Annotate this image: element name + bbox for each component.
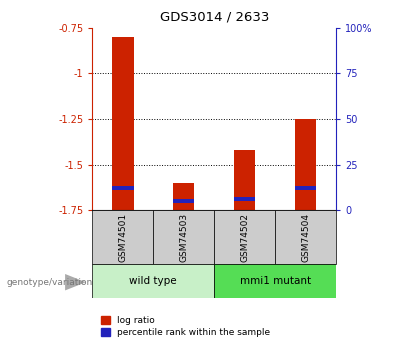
Bar xyxy=(112,37,134,210)
Text: GSM74503: GSM74503 xyxy=(179,213,188,262)
Text: GSM74504: GSM74504 xyxy=(301,213,310,262)
Bar xyxy=(153,210,214,264)
Bar xyxy=(295,119,316,210)
Text: GSM74502: GSM74502 xyxy=(240,213,249,262)
Text: GSM74501: GSM74501 xyxy=(118,213,127,262)
Bar xyxy=(234,197,255,201)
Bar xyxy=(173,199,194,203)
Bar xyxy=(275,210,336,264)
Bar xyxy=(112,186,134,190)
Bar xyxy=(295,186,316,190)
Text: wild type: wild type xyxy=(129,276,177,286)
Bar xyxy=(92,264,214,298)
Polygon shape xyxy=(65,274,86,290)
Bar xyxy=(214,264,336,298)
Text: genotype/variation: genotype/variation xyxy=(6,278,92,287)
Text: mmi1 mutant: mmi1 mutant xyxy=(239,276,311,286)
Bar xyxy=(173,183,194,210)
Bar xyxy=(92,210,153,264)
Title: GDS3014 / 2633: GDS3014 / 2633 xyxy=(160,11,269,24)
Bar xyxy=(214,210,275,264)
Bar xyxy=(234,150,255,210)
Legend: log ratio, percentile rank within the sample: log ratio, percentile rank within the sa… xyxy=(101,316,270,337)
